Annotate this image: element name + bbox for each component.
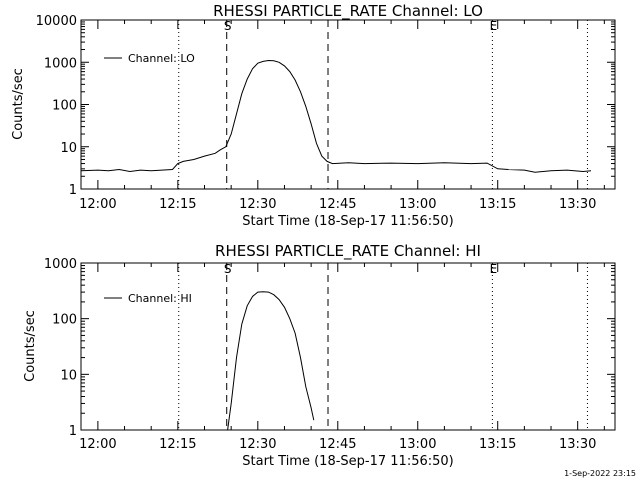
panel-hi: RHESSI PARTICLE_RATE Channel: HI Counts/…: [23, 242, 616, 469]
chart-title: RHESSI PARTICLE_RATE Channel: LO: [213, 2, 483, 21]
legend: Channel: LO: [104, 52, 195, 65]
y-axis-label: Counts/sec: [11, 68, 26, 140]
date-stamp: 1-Sep-2022 23:15: [564, 469, 636, 478]
series-lines: [227, 291, 315, 431]
y-tick-label: 10: [60, 141, 77, 156]
x-axis-label: Start Time (18-Sep-17 11:56:50): [242, 214, 453, 229]
x-tick-label: 12:30: [239, 197, 276, 212]
axis-ticks: 1 10 100 1000 12:00 12:15 12:30 12:45 13:00 13:15…: [44, 257, 615, 452]
legend-label: Channel: LO: [128, 52, 195, 65]
x-tick-label: 13:30: [559, 197, 596, 212]
axis-ticks: 1 10 100 1000 10000 12:00 12:15 12:30 12:45 13:00…: [36, 14, 615, 212]
x-tick-label: 13:00: [399, 197, 436, 212]
x-tick-label: 13:15: [479, 437, 516, 452]
series-line: [227, 291, 315, 431]
x-tick-label: 12:45: [319, 197, 356, 212]
marker-label: E: [490, 262, 498, 276]
y-tick-label: 100: [52, 99, 77, 114]
y-axis-label: Counts/sec: [23, 310, 38, 382]
marker-label: S: [224, 19, 232, 33]
legend: Channel: HI: [104, 292, 192, 305]
x-tick-label: 13:30: [559, 437, 596, 452]
x-tick-label: 12:00: [79, 437, 116, 452]
x-tick-label: 13:00: [399, 437, 436, 452]
series-lines: [80, 59, 592, 173]
plot-frame: [80, 19, 616, 190]
legend-label: Channel: HI: [128, 292, 192, 305]
marker-label: E: [490, 19, 498, 33]
y-tick-label: 1000: [44, 257, 77, 272]
y-tick-label: 10000: [36, 14, 77, 29]
x-tick-label: 12:45: [319, 437, 356, 452]
x-axis-label: Start Time (18-Sep-17 11:56:50): [242, 454, 453, 469]
panel-lo: RHESSI PARTICLE_RATE Channel: LO Counts/…: [11, 2, 616, 229]
x-tick-label: 12:15: [159, 197, 196, 212]
y-tick-label: 1000: [44, 56, 77, 71]
series-line: [80, 59, 592, 173]
x-tick-label: 12:00: [79, 197, 116, 212]
y-tick-label: 1: [69, 183, 77, 198]
y-tick-label: 10: [60, 368, 77, 383]
marker-label: S: [224, 262, 232, 276]
y-tick-label: 1: [69, 424, 77, 439]
x-tick-label: 12:30: [239, 437, 276, 452]
y-tick-label: 100: [52, 313, 77, 328]
x-tick-label: 13:15: [479, 197, 516, 212]
plot-frame: [80, 262, 616, 431]
x-tick-label: 12:15: [159, 437, 196, 452]
chart-title: RHESSI PARTICLE_RATE Channel: HI: [215, 242, 481, 261]
